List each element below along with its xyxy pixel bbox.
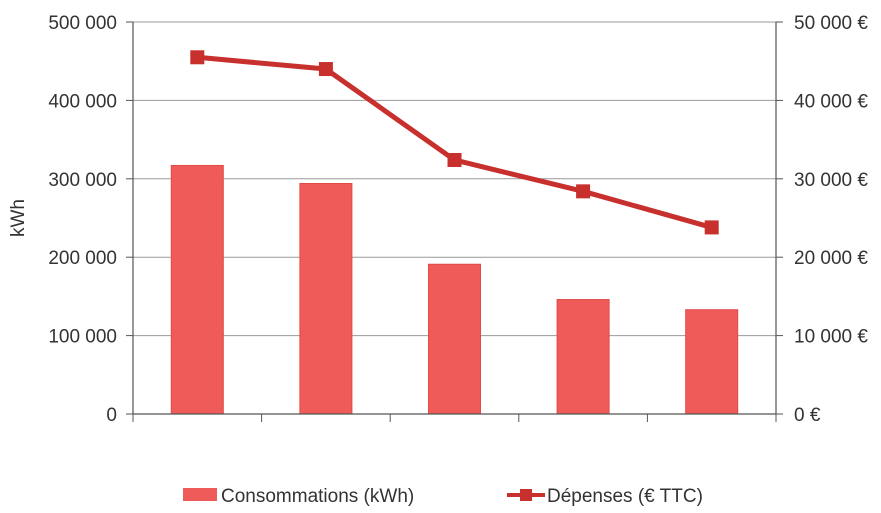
y2-tick-label: 50 000 € xyxy=(794,13,868,34)
y-tick-label: 300 000 xyxy=(48,170,117,191)
legend-label-line: Dépenses (€ TTC) xyxy=(547,486,703,507)
y-tick-labels: 0 100 000 200 000 300 000 400 000 500 000 xyxy=(48,13,117,426)
line-path xyxy=(197,54,713,230)
bar xyxy=(556,299,610,415)
y-tick-label: 0 xyxy=(106,405,117,426)
gridlines xyxy=(133,21,776,337)
y2-tick-label: 0 € xyxy=(794,405,821,426)
y2-tick-label: 40 000 € xyxy=(794,91,868,112)
y-axis-title: kWh xyxy=(8,199,29,237)
line-series xyxy=(190,50,719,235)
bar xyxy=(685,309,739,415)
axes xyxy=(126,21,783,422)
legend: Consommations (kWh) Dépenses (€ TTC) xyxy=(183,486,703,507)
y2-tick-label: 10 000 € xyxy=(794,327,868,348)
y-tick-label: 400 000 xyxy=(48,91,117,112)
line-point xyxy=(318,62,333,77)
legend-label-bar: Consommations (kWh) xyxy=(221,486,414,507)
bar xyxy=(428,263,481,415)
legend-swatch-bar xyxy=(183,488,217,501)
line-point xyxy=(190,50,205,65)
line-point xyxy=(704,220,719,235)
bar xyxy=(170,164,224,415)
y-tick-label: 100 000 xyxy=(48,327,117,348)
legend-swatch-marker xyxy=(520,489,532,501)
line-point xyxy=(447,152,462,167)
y2-tick-label: 30 000 € xyxy=(794,170,868,191)
bar xyxy=(299,183,353,415)
y2-tick-labels: 0 € 10 000 € 20 000 € 30 000 € 40 000 € 50 00… xyxy=(794,13,868,426)
y2-tick-label: 20 000 € xyxy=(794,248,868,269)
bar-series xyxy=(170,164,739,415)
line-point xyxy=(576,184,591,199)
y-tick-label: 500 000 xyxy=(48,13,117,34)
y-tick-label: 200 000 xyxy=(48,248,117,269)
